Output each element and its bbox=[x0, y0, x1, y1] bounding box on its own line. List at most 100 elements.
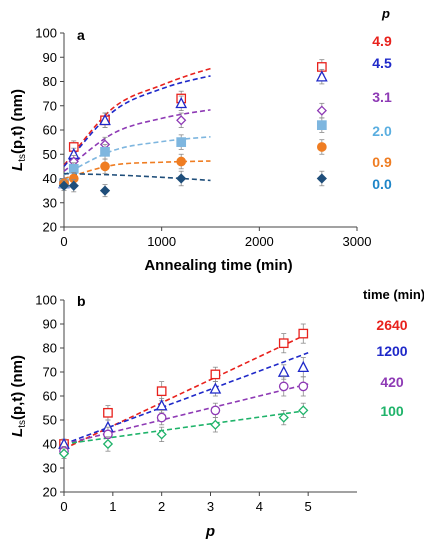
y-tick-label: 50 bbox=[43, 147, 57, 162]
y-tick-label: 90 bbox=[43, 50, 57, 65]
x-tick-label: 4 bbox=[256, 499, 263, 514]
data-point-420 bbox=[278, 381, 289, 392]
data-point-2.0 bbox=[100, 146, 110, 157]
data-point-2.0 bbox=[316, 120, 327, 130]
fit-line-2.0 bbox=[63, 135, 211, 176]
data-point-0.0 bbox=[316, 173, 327, 184]
y-tick-label: 20 bbox=[43, 485, 57, 500]
fit-line-3.1 bbox=[63, 109, 211, 172]
series-label-100: 100 bbox=[380, 403, 404, 419]
panel-label: a bbox=[77, 27, 85, 43]
series-label-420: 420 bbox=[380, 374, 404, 390]
y-tick-label: 80 bbox=[43, 74, 57, 89]
data-point-100 bbox=[58, 448, 70, 459]
series-label-1200: 1200 bbox=[376, 343, 407, 359]
data-point-4.5 bbox=[99, 113, 111, 126]
y-axis-title-main: L bbox=[9, 162, 26, 171]
fit-line-0.9 bbox=[63, 160, 211, 180]
x-tick-label: 1 bbox=[109, 499, 116, 514]
y-tick-label: 40 bbox=[43, 437, 57, 452]
y-axis-title-sub: ts bbox=[17, 420, 28, 428]
y-tick-label: 30 bbox=[43, 195, 57, 210]
data-point-0.0 bbox=[68, 180, 79, 191]
data-point-0.9 bbox=[176, 156, 187, 167]
x-tick-label: 0 bbox=[60, 499, 67, 514]
data-point-0.0 bbox=[176, 173, 187, 184]
y-tick-label: 30 bbox=[43, 461, 57, 476]
data-point-100 bbox=[102, 438, 114, 450]
series-label-2.0: 2.0 bbox=[372, 123, 392, 139]
y-tick-label: 70 bbox=[43, 365, 57, 380]
y-tick-label: 60 bbox=[43, 389, 57, 404]
data-point-2640 bbox=[298, 328, 309, 339]
series-label-2640: 2640 bbox=[376, 317, 407, 333]
data-point-0.9 bbox=[100, 161, 110, 172]
y-axis-title-sub: ts bbox=[17, 154, 28, 162]
series-label-3.1: 3.1 bbox=[372, 89, 392, 105]
fit-line-4.5 bbox=[63, 75, 211, 167]
x-tick-label: 5 bbox=[305, 499, 312, 514]
data-point-4.5 bbox=[175, 96, 188, 109]
data-point-4.5 bbox=[315, 70, 328, 82]
x-tick-label: 2 bbox=[158, 499, 165, 514]
data-point-2640 bbox=[210, 369, 221, 380]
data-point-100 bbox=[278, 412, 289, 423]
y-tick-label: 40 bbox=[43, 171, 57, 186]
x-tick-label: 0 bbox=[60, 234, 67, 249]
data-point-2640 bbox=[278, 338, 289, 349]
x-tick-label: 1000 bbox=[147, 234, 176, 249]
data-point-2640 bbox=[156, 386, 167, 397]
data-point-420 bbox=[298, 381, 309, 392]
y-tick-label: 20 bbox=[43, 220, 57, 235]
panel-label: b bbox=[77, 293, 86, 309]
data-point-2.0 bbox=[176, 137, 187, 147]
y-tick-label: 100 bbox=[35, 26, 57, 41]
data-point-420 bbox=[156, 412, 167, 423]
data-point-3.1 bbox=[316, 105, 327, 116]
data-point-2.0 bbox=[68, 163, 79, 174]
data-point-1200 bbox=[155, 399, 168, 411]
y-axis-title-args: (p,t) (nm) bbox=[9, 89, 26, 154]
legend-title: p bbox=[381, 6, 390, 21]
data-point-420 bbox=[210, 405, 221, 416]
fit-line-4.9 bbox=[63, 67, 211, 166]
y-tick-label: 90 bbox=[43, 317, 57, 332]
fit-line-1200 bbox=[63, 352, 309, 445]
x-axis-title: p bbox=[205, 523, 215, 540]
series-label-4.9: 4.9 bbox=[372, 33, 392, 49]
chart-panel-b: 20 30 40 50 60 70 80 90 100 0 1 2 3 4 5 p Lts(p,t) (nm) b… bbox=[9, 287, 424, 540]
fit-line-2640 bbox=[63, 332, 309, 450]
data-point-1200 bbox=[209, 382, 222, 394]
series-label-4.5: 4.5 bbox=[372, 55, 392, 71]
x-tick-label: 3 bbox=[207, 499, 214, 514]
data-point-100 bbox=[298, 405, 309, 416]
y-axis-title-main: L bbox=[9, 428, 26, 437]
data-point-100 bbox=[210, 419, 221, 430]
y-axis-title: Lts(p,t) (nm) bbox=[9, 89, 28, 171]
x-axis-title: Annealing time (min) bbox=[144, 257, 292, 274]
fit-line-0.0 bbox=[63, 172, 211, 182]
series-label-0.0: 0.0 bbox=[372, 176, 392, 192]
y-tick-label: 70 bbox=[43, 98, 57, 113]
legend-title: time (min) bbox=[363, 287, 424, 302]
series-label-0.9: 0.9 bbox=[372, 154, 392, 170]
data-point-100 bbox=[156, 429, 167, 440]
data-point-1200 bbox=[277, 365, 290, 377]
data-point-2640 bbox=[103, 407, 113, 418]
fit-line-420 bbox=[63, 383, 309, 445]
y-tick-label: 60 bbox=[43, 123, 57, 138]
x-tick-label: 3000 bbox=[343, 234, 372, 249]
fit-line-100 bbox=[63, 409, 309, 445]
data-point-3.1 bbox=[176, 115, 187, 126]
data-point-0.0 bbox=[58, 180, 70, 191]
data-point-0.9 bbox=[316, 142, 327, 152]
y-tick-label: 80 bbox=[43, 341, 57, 356]
y-tick-label: 50 bbox=[43, 413, 57, 428]
data-point-0.0 bbox=[99, 185, 111, 196]
y-axis-title: Lts(p,t) (nm) bbox=[9, 355, 28, 437]
x-tick-label: 2000 bbox=[245, 234, 274, 249]
y-axis-title-args: (p,t) (nm) bbox=[9, 355, 26, 420]
y-tick-label: 100 bbox=[35, 293, 57, 308]
